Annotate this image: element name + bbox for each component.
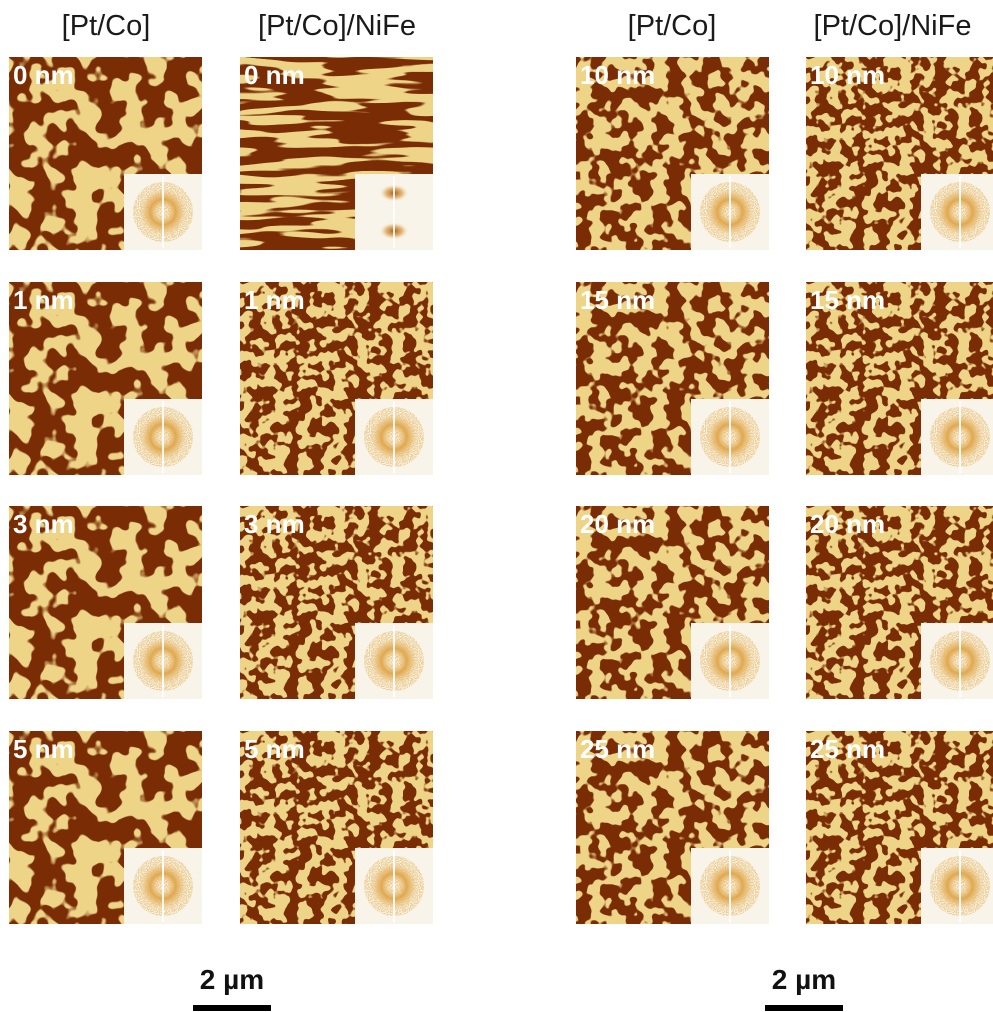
fft-pattern bbox=[124, 850, 202, 922]
thickness-label: 5 nm bbox=[13, 734, 74, 764]
fft-inset bbox=[921, 623, 993, 699]
mfm-panel: 5 nm bbox=[9, 731, 202, 924]
fft-inset bbox=[124, 623, 202, 699]
thickness-label: 0 nm bbox=[13, 60, 74, 90]
fft-inset bbox=[355, 848, 433, 924]
scale-bar-label: 2 µm bbox=[771, 964, 837, 995]
fft-pattern bbox=[691, 176, 769, 248]
thickness-label: 20 nm bbox=[810, 509, 886, 539]
fft-pattern bbox=[124, 625, 202, 697]
fft-inset bbox=[691, 399, 769, 475]
fft-inset bbox=[355, 174, 433, 250]
fft-inset bbox=[124, 399, 202, 475]
fft-pattern bbox=[379, 176, 409, 248]
scale-bar-right: 2 µm bbox=[764, 962, 844, 1012]
mfm-panel: 15 nm bbox=[806, 282, 993, 475]
fft-pattern bbox=[921, 625, 993, 697]
fft-pattern bbox=[691, 401, 769, 473]
column-header-pt-co-nife-left: [Pt/Co]/NiFe bbox=[258, 10, 416, 42]
fft-pattern bbox=[124, 401, 202, 473]
thickness-label: 0 nm bbox=[244, 60, 305, 90]
mfm-panel: 0 nm bbox=[240, 57, 433, 250]
thickness-label: 15 nm bbox=[810, 285, 886, 315]
fft-pattern bbox=[921, 850, 993, 922]
mfm-panel: 25 nm bbox=[576, 731, 769, 924]
fft-pattern bbox=[355, 625, 433, 697]
mfm-panel: 25 nm bbox=[806, 731, 993, 924]
fft-inset bbox=[355, 399, 433, 475]
fft-inset bbox=[355, 623, 433, 699]
thickness-label: 10 nm bbox=[810, 60, 886, 90]
thickness-label: 10 nm bbox=[580, 60, 656, 90]
fft-pattern bbox=[921, 176, 993, 248]
thickness-label: 15 nm bbox=[580, 285, 656, 315]
scale-bar-label: 2 µm bbox=[199, 964, 265, 995]
mfm-panel: 3 nm bbox=[240, 506, 433, 699]
fft-pattern bbox=[124, 176, 202, 248]
column-header-pt-co-right: [Pt/Co] bbox=[627, 10, 717, 42]
fft-inset bbox=[921, 848, 993, 924]
fft-inset bbox=[124, 174, 202, 250]
thickness-label: 1 nm bbox=[244, 285, 305, 315]
thickness-label: 25 nm bbox=[580, 734, 656, 764]
fft-inset bbox=[124, 848, 202, 924]
fft-pattern bbox=[691, 625, 769, 697]
thickness-label: 3 nm bbox=[13, 509, 74, 539]
fft-inset bbox=[691, 174, 769, 250]
mfm-panel: 20 nm bbox=[806, 506, 993, 699]
mfm-panel: 15 nm bbox=[576, 282, 769, 475]
fft-inset bbox=[921, 174, 993, 250]
column-header-pt-co-left: [Pt/Co] bbox=[61, 10, 151, 42]
thickness-label: 5 nm bbox=[244, 734, 305, 764]
mfm-panel: 10 nm bbox=[576, 57, 769, 250]
fft-pattern bbox=[921, 401, 993, 473]
scale-bar-left: 2 µm bbox=[192, 962, 272, 1012]
thickness-label: 3 nm bbox=[244, 509, 305, 539]
fft-pattern bbox=[691, 850, 769, 922]
fft-pattern bbox=[355, 401, 433, 473]
mfm-panel: 20 nm bbox=[576, 506, 769, 699]
scale-bar-line bbox=[765, 1005, 843, 1011]
scale-bar-line bbox=[193, 1005, 271, 1011]
mfm-panel: 1 nm bbox=[240, 282, 433, 475]
mfm-panel: 3 nm bbox=[9, 506, 202, 699]
thickness-label: 20 nm bbox=[580, 509, 656, 539]
mfm-panel: 0 nm bbox=[9, 57, 202, 250]
fft-inset bbox=[691, 848, 769, 924]
fft-inset bbox=[691, 623, 769, 699]
thickness-label: 25 nm bbox=[810, 734, 886, 764]
mfm-panel: 10 nm bbox=[806, 57, 993, 250]
mfm-panel: 1 nm bbox=[9, 282, 202, 475]
mfm-panel: 5 nm bbox=[240, 731, 433, 924]
fft-inset bbox=[921, 399, 993, 475]
thickness-label: 1 nm bbox=[13, 285, 74, 315]
fft-pattern bbox=[355, 850, 433, 922]
column-header-pt-co-nife-right: [Pt/Co]/NiFe bbox=[813, 10, 972, 42]
